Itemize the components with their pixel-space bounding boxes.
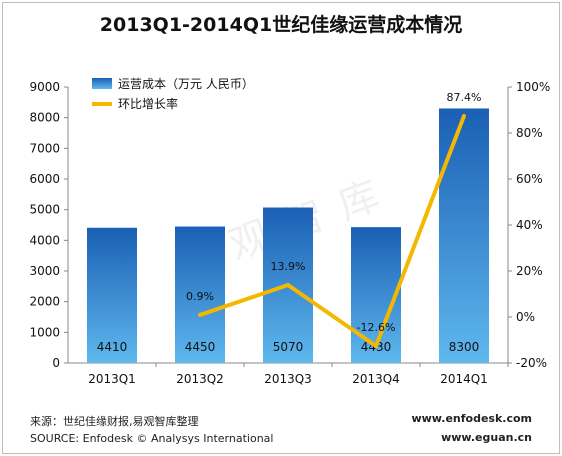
y-left-tick-label: 7000 (29, 141, 60, 155)
bar-value-label: 5070 (273, 340, 304, 354)
growth-point (198, 312, 202, 317)
y-left-tick-label: 0 (52, 356, 60, 370)
bar (175, 226, 225, 363)
bar-value-label: 4450 (185, 340, 216, 354)
bar-value-label: 8300 (449, 340, 480, 354)
y-left-tick-label: 5000 (29, 203, 60, 217)
legend-bar-swatch (92, 78, 112, 89)
url-eguan[interactable]: www.eguan.cn (441, 431, 532, 444)
y-right-tick-label: 40% (516, 218, 543, 232)
growth-point (462, 113, 466, 118)
y-left-tick-label: 8000 (29, 111, 60, 125)
y-left-tick-label: 3000 (29, 264, 60, 278)
growth-label: -12.6% (357, 321, 396, 334)
growth-point (286, 283, 290, 288)
legend-line-label: 环比增长率 (118, 96, 178, 111)
x-tick-label: 2013Q1 (88, 372, 136, 386)
x-tick-label: 2013Q3 (264, 372, 312, 386)
y-right-tick-label: 80% (516, 126, 543, 140)
y-right-tick-label: -20% (516, 356, 547, 370)
growth-label: 13.9% (271, 260, 306, 273)
y-left-tick-label: 4000 (29, 233, 60, 247)
x-tick-label: 2013Q4 (352, 372, 400, 386)
growth-line-path (199, 115, 466, 348)
y-right-tick-label: 0% (516, 310, 535, 324)
source-en: SOURCE: Enfodesk © Analysys Internationa… (30, 432, 274, 445)
legend-bar-label: 运营成本（万元 人民币） (118, 77, 254, 91)
growth-label: 87.4% (447, 91, 482, 104)
y-right-tick-label: 60% (516, 172, 543, 186)
bars: 44104450507044308300 (87, 108, 489, 363)
bar-value-label: 4410 (97, 340, 128, 354)
legend: 运营成本（万元 人民币） 环比增长率 (92, 77, 254, 111)
source-cn: 来源：世纪佳缘财报,易观智库整理 (30, 415, 199, 428)
bar (87, 227, 137, 363)
growth-line: 0.9% 13.9% -12.6% 87.4% (186, 91, 481, 348)
axes: 0 1000 2000 3000 4000 5000 6000 7000 8000 9000 -20… (29, 80, 550, 386)
url-enfodesk[interactable]: www.enfodesk.com (411, 412, 532, 425)
x-tick-label: 2014Q1 (440, 372, 488, 386)
growth-point (374, 343, 378, 348)
y-left-tick-label: 1000 (29, 325, 60, 339)
y-left-tick-label: 6000 (29, 172, 60, 186)
bar (439, 108, 489, 363)
growth-label: 0.9% (186, 290, 214, 303)
x-tick-label: 2013Q2 (176, 372, 224, 386)
chart-title: 2013Q1-2014Q1世纪佳缘运营成本情况 (99, 14, 463, 36)
y-right-tick-label: 20% (516, 264, 543, 278)
y-left-tick-label: 2000 (29, 295, 60, 309)
y-left-tick-label: 9000 (29, 80, 60, 94)
y-right-tick-label: 100% (516, 80, 550, 94)
bar (351, 227, 401, 363)
